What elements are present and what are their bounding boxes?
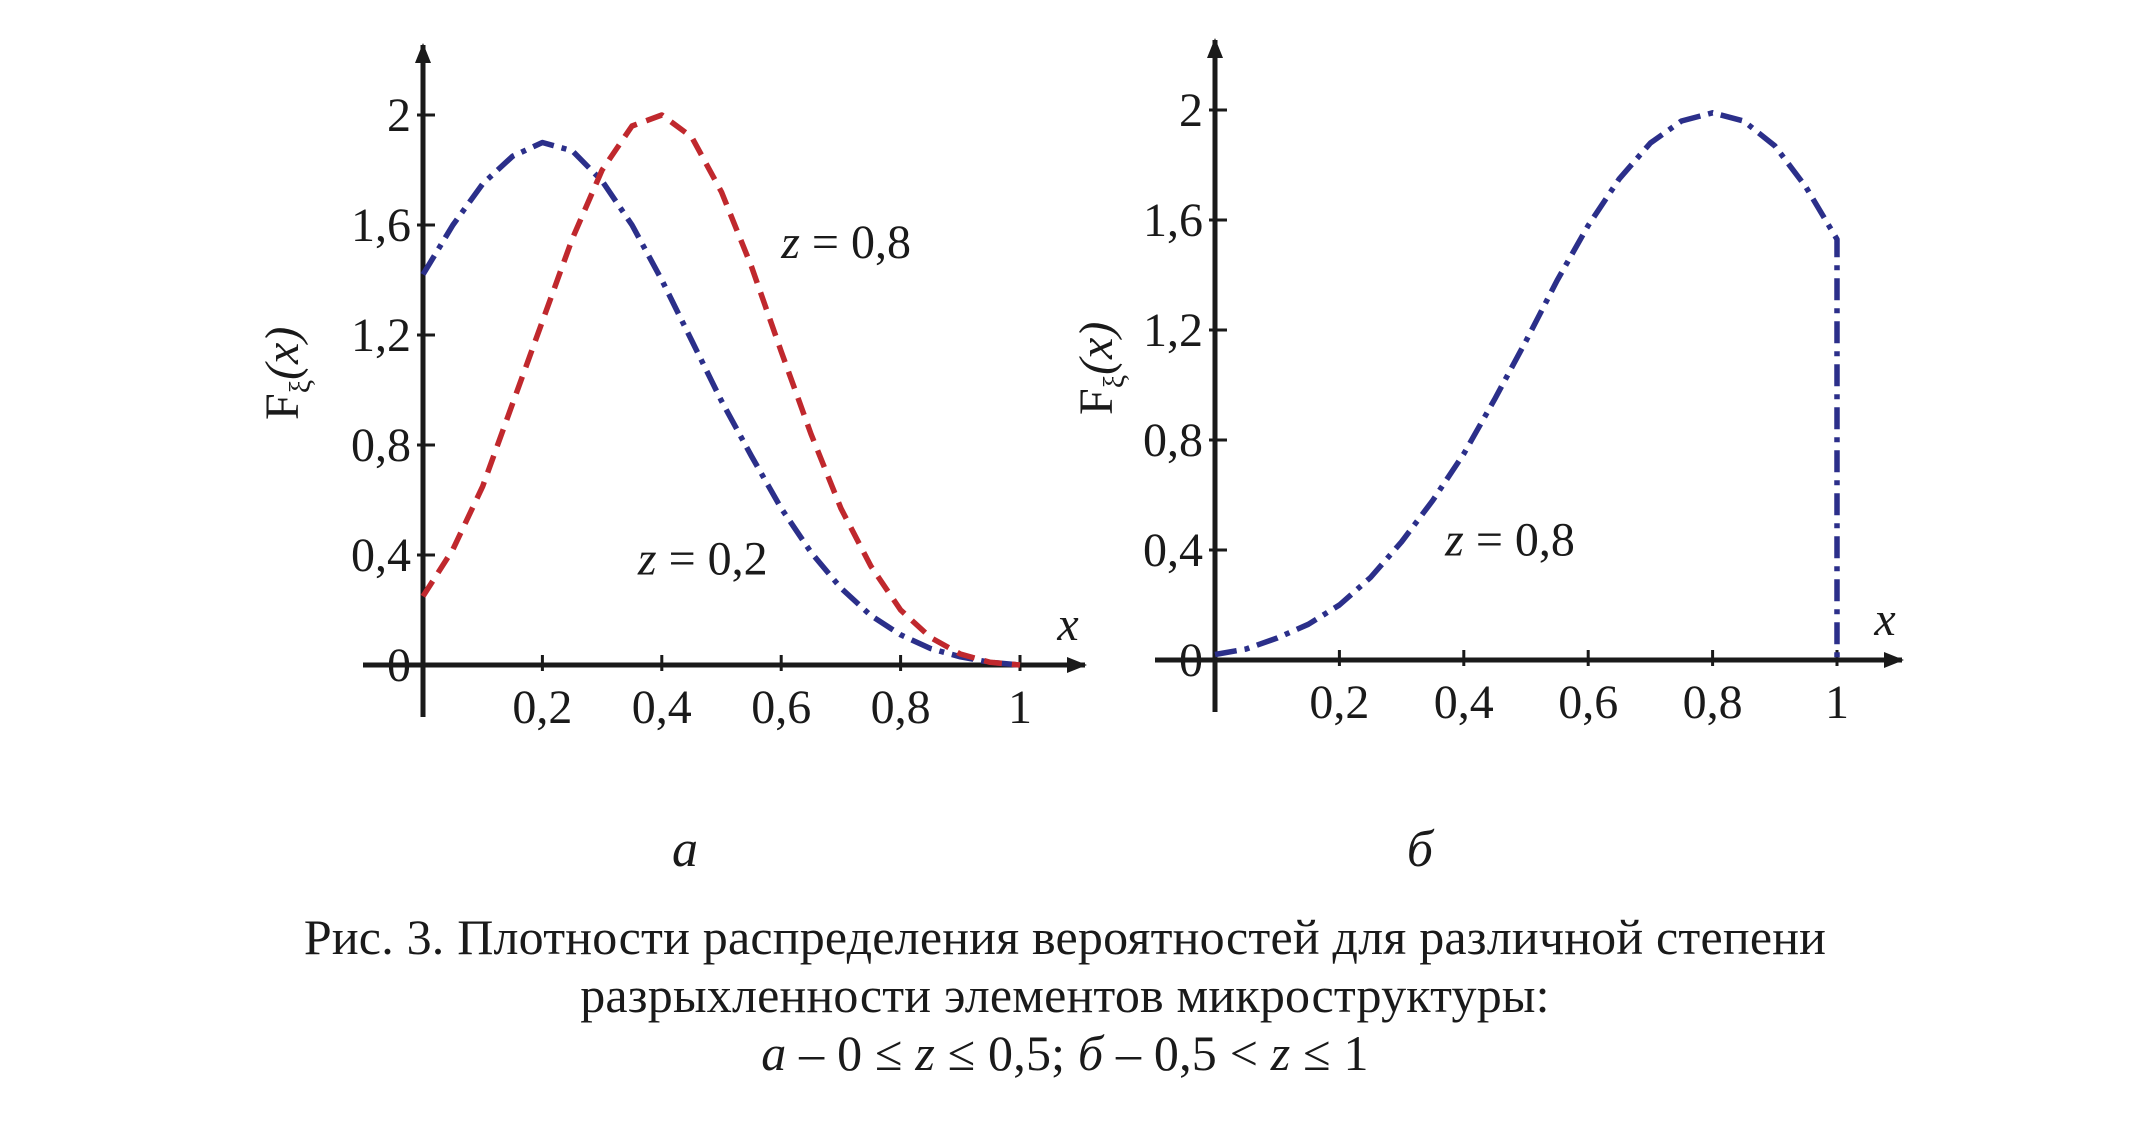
series-annotation-1: z = 0,8	[780, 216, 911, 269]
panel-label-b: б	[1406, 821, 1434, 878]
y-tick-label: 1,6	[1143, 194, 1203, 247]
x-tick-label: 0,2	[512, 681, 572, 734]
y-tick-label: 1,6	[351, 199, 411, 252]
x-tick-label: 1	[1008, 681, 1032, 734]
series-annotation-2: z = 0,2	[637, 532, 768, 585]
chart-panel-a: 0 0,4 0,8 1,2 1,6 2 0,2 0,4 0,6 0,8 1x Fξ(x) z = 0,8…	[256, 43, 1087, 734]
caption-z2: z	[1270, 1025, 1291, 1081]
x-tick-label: 0,2	[1309, 676, 1369, 729]
caption-range-a-end: ≤ 0,5;	[935, 1025, 1078, 1081]
caption-range-a-start: – 0 ≤	[786, 1025, 916, 1081]
y-axis-label-main: F	[1070, 388, 1123, 415]
panel-label-a: а	[672, 821, 698, 878]
chart-panel-b: 0 0,4 0,8 1,2 1,6 2 0,2 0,4 0,6 0,8 1x Fξ(x) z = 0,8	[1070, 38, 1904, 729]
x-axis-label: x	[1873, 593, 1895, 646]
x-axis-label: x	[1056, 598, 1078, 651]
y-axis-label-sub: ξ	[284, 380, 317, 393]
caption-range-b-start: – 0,5 <	[1103, 1025, 1271, 1081]
y-axis-label: Fξ(x)	[256, 327, 317, 420]
y-tick-label: 0,8	[351, 419, 411, 472]
y-tick-label: 1,2	[1143, 304, 1203, 357]
x-tick-label: 0,8	[871, 681, 931, 734]
y-tick-label: 0,4	[351, 529, 411, 582]
y-axis-label-arg: (x)	[1070, 322, 1123, 375]
caption-line-1: Рис. 3. Плотности распределения вероятно…	[303, 909, 1827, 965]
caption-line-3: а – 0 ≤ z ≤ 0,5; б – 0,5 < z ≤ 1	[0, 1024, 2130, 1082]
x-tick-label: 0,8	[1683, 676, 1743, 729]
x-tick-label: 0,6	[751, 681, 811, 734]
y-axis-label: Fξ(x)	[1070, 322, 1131, 415]
figure-caption: Рис. 3. Плотности распределения вероятно…	[0, 908, 2130, 1082]
caption-b: б	[1077, 1025, 1104, 1081]
series-line-1	[1214, 110, 1840, 660]
y-axis-label-main: F	[256, 393, 309, 420]
annotation-variable: z	[637, 532, 657, 585]
y-tick-label: 0	[387, 639, 411, 692]
annotation-value: = 0,8	[1464, 514, 1575, 567]
series-annotation-1: z = 0,8	[1444, 514, 1575, 567]
y-tick-label: 1,2	[351, 309, 411, 362]
y-tick-label: 0	[1179, 634, 1203, 687]
y-axis-label-sub: ξ	[1098, 375, 1131, 388]
y-tick-label: 0,8	[1143, 414, 1203, 467]
caption-a: а	[761, 1025, 787, 1081]
caption-line-2: разрыхленности элементов микроструктуры:	[580, 967, 1550, 1023]
annotation-variable: z	[780, 216, 800, 269]
x-tick-label: 0,6	[1558, 676, 1618, 729]
annotation-value: = 0,8	[800, 216, 911, 269]
x-tick-label: 0,4	[1434, 676, 1494, 729]
y-tick-label: 0,4	[1143, 524, 1203, 577]
caption-range-b-end: ≤ 1	[1290, 1025, 1369, 1081]
x-tick-label: 0,4	[632, 681, 692, 734]
y-axis-label-arg: (x)	[256, 327, 309, 380]
annotation-variable: z	[1444, 514, 1464, 567]
y-tick-label: 2	[1179, 84, 1203, 137]
series-line-1	[420, 139, 1021, 668]
series-line-2	[420, 112, 1021, 668]
caption-z1: z	[915, 1025, 935, 1081]
annotation-value: = 0,2	[657, 532, 768, 585]
x-tick-label: 1	[1825, 676, 1849, 729]
y-tick-label: 2	[387, 89, 411, 142]
